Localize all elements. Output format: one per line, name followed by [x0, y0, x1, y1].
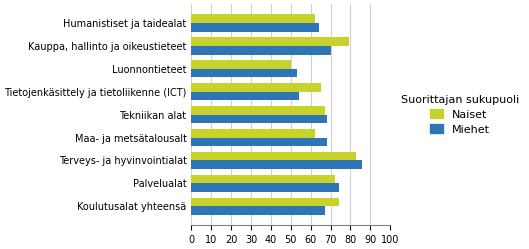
Bar [191, 69, 297, 77]
Bar [191, 115, 326, 123]
Bar [191, 198, 339, 206]
Legend: Naiset, Miehet: Naiset, Miehet [398, 91, 523, 138]
Bar [191, 83, 321, 92]
Bar [191, 14, 315, 23]
Bar [191, 23, 318, 32]
Bar [191, 137, 326, 146]
Bar [191, 92, 299, 100]
Bar [191, 37, 349, 46]
Bar [191, 161, 362, 169]
Bar [191, 152, 357, 161]
Bar [191, 175, 334, 184]
Bar [191, 46, 331, 55]
Bar [191, 206, 325, 215]
Bar [191, 60, 291, 69]
Bar [191, 129, 315, 137]
Bar [191, 106, 325, 115]
Bar [191, 184, 339, 192]
